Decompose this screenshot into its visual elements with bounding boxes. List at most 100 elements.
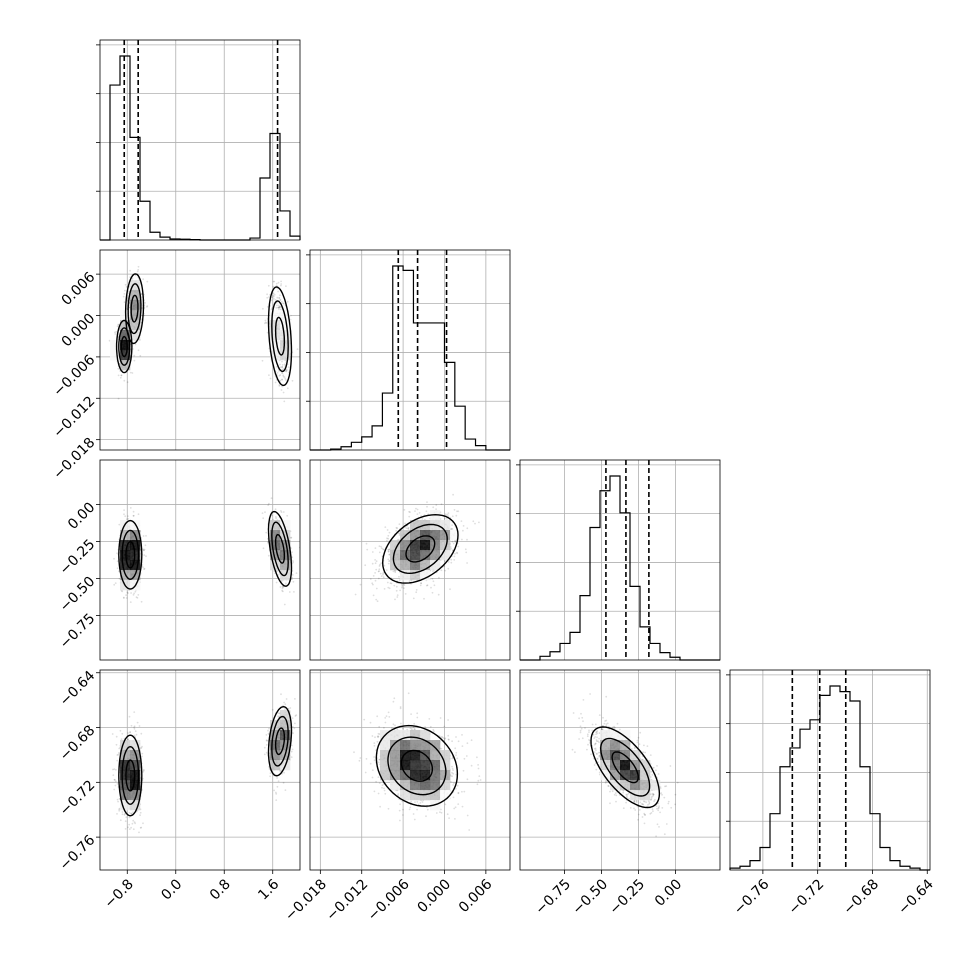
sample-point (447, 512, 450, 514)
sample-point (374, 572, 376, 574)
sample-point (431, 591, 434, 594)
sample-point (292, 580, 295, 583)
sample-point (283, 603, 286, 606)
sample-point (289, 536, 292, 539)
sample-point (426, 505, 428, 508)
sample-point (279, 374, 282, 376)
sample-point (131, 372, 134, 374)
sample-point (450, 561, 453, 564)
density-cell (130, 280, 141, 291)
sample-point (265, 531, 268, 534)
sample-point (375, 587, 378, 590)
sample-point (383, 588, 386, 590)
sample-point (454, 552, 456, 555)
sample-point (266, 331, 269, 334)
sample-point (291, 574, 294, 576)
sample-point (414, 510, 416, 512)
sample-point (372, 594, 375, 597)
sample-point (274, 381, 277, 384)
pair-content (100, 460, 300, 660)
sample-point (401, 585, 403, 587)
sample-point (285, 370, 287, 372)
sample-point (133, 734, 136, 737)
sample-point (131, 277, 134, 280)
sample-point (280, 510, 282, 512)
sample-point (116, 783, 119, 785)
sample-point (114, 331, 116, 334)
density-cell (410, 520, 421, 531)
sample-point (407, 528, 410, 531)
sample-point (389, 582, 392, 584)
sample-point (278, 370, 280, 372)
sample-point (281, 372, 284, 375)
sample-point (132, 514, 135, 517)
density-cell (450, 530, 461, 541)
sample-point (277, 306, 280, 309)
panel-frame (519, 459, 721, 661)
density-cell (130, 330, 141, 341)
sample-point (146, 306, 148, 308)
sample-point (126, 591, 129, 594)
sample-point (418, 512, 421, 514)
pair-content (100, 670, 300, 870)
sample-point (426, 584, 429, 586)
histogram-3 (729, 685, 930, 871)
sample-point (398, 575, 400, 578)
sample-point (283, 363, 286, 366)
density-cell (410, 560, 421, 571)
sample-point (274, 508, 277, 511)
sample-point (262, 517, 265, 520)
sample-point (380, 562, 383, 565)
density-cell (270, 520, 281, 531)
sample-point (127, 738, 130, 741)
sample-point (118, 577, 121, 580)
sample-point (431, 578, 434, 580)
sample-point (387, 548, 390, 551)
sample-point (388, 587, 391, 590)
sample-point (113, 583, 116, 586)
sample-point (120, 738, 123, 740)
sample-point (432, 506, 435, 509)
sample-point (282, 302, 284, 305)
sample-point (117, 800, 119, 803)
density-cell (420, 560, 431, 571)
sample-point (282, 391, 285, 394)
sample-point (388, 560, 390, 562)
density-cell (390, 550, 401, 561)
density-cell (120, 550, 131, 561)
sample-point (142, 535, 145, 537)
sample-point (371, 582, 374, 585)
sample-point (281, 371, 283, 374)
sample-point (278, 385, 281, 387)
sample-point (271, 296, 274, 299)
sample-point (371, 551, 374, 553)
sample-point (282, 586, 285, 589)
sample-point (388, 548, 391, 551)
density-cell (270, 320, 281, 331)
sample-point (276, 304, 278, 307)
sample-point (393, 584, 396, 587)
panel-frame (99, 39, 301, 241)
sample-point (135, 596, 138, 598)
sample-point (420, 582, 422, 585)
sample-point (279, 586, 282, 588)
sample-point (144, 544, 147, 547)
sample-point (120, 374, 123, 377)
sample-point (115, 743, 118, 746)
sample-point (285, 582, 287, 585)
sample-point (130, 826, 133, 829)
sample-point (283, 400, 286, 403)
sample-point (376, 600, 379, 603)
sample-point (129, 601, 132, 603)
sample-point (450, 528, 452, 531)
sample-point (291, 556, 294, 559)
sample-point (280, 284, 282, 287)
density-cell (420, 570, 431, 581)
sample-point (274, 299, 277, 301)
sample-point (281, 378, 283, 381)
sample-point (130, 592, 133, 594)
sample-point (273, 293, 276, 296)
sample-point (117, 367, 120, 370)
sample-point (132, 510, 135, 513)
sample-point (128, 715, 131, 718)
